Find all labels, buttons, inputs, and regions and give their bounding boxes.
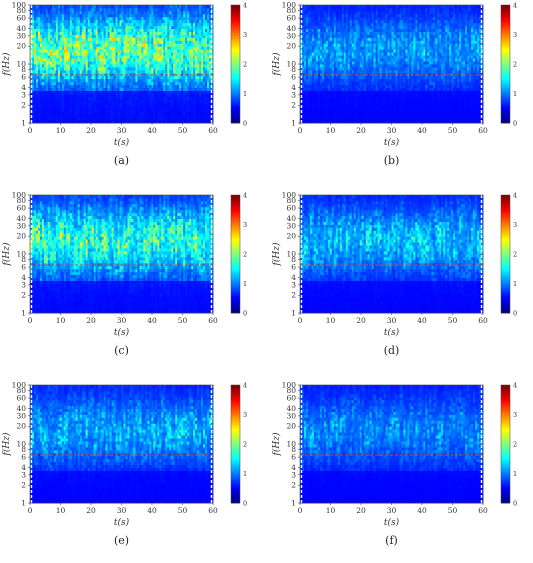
x-tick-label: 50 (178, 126, 188, 135)
y-tick-label: 100 (12, 1, 27, 10)
y-tick-label: 10 (16, 60, 26, 69)
colorbar-segment (231, 5, 240, 7)
x-tick-label: 60 (208, 126, 218, 135)
x-tick-label: 20 (86, 126, 96, 135)
colorbar-tick-label: 3 (243, 31, 247, 39)
heatmap-cells (300, 5, 483, 123)
y-axis-label: f(Hz) (1, 52, 12, 76)
x-tick-label: 10 (56, 126, 66, 135)
colorbar-tick-label: 0 (243, 120, 247, 128)
colorbar-tick-label: 2 (243, 61, 247, 69)
y-tick-label: 40 (16, 24, 26, 33)
colorbar: 0 1 2 3 4 (231, 2, 247, 128)
heatmap-cells (30, 5, 213, 123)
y-tick-label: 2 (21, 101, 26, 110)
x-tick-label: 0 (28, 126, 33, 135)
colorbar-tick-label: 1 (243, 90, 247, 98)
x-tick-label: 30 (117, 126, 127, 135)
x-axis-label: t(s) (114, 137, 130, 148)
panel-caption: (a) (92, 154, 152, 167)
y-tick-label: 4 (21, 83, 26, 92)
colorbar-tick-label: 4 (243, 2, 247, 10)
x-tick-label: 40 (147, 126, 157, 135)
y-tick-label: 20 (16, 42, 26, 51)
y-tick-label: 1 (21, 119, 26, 128)
